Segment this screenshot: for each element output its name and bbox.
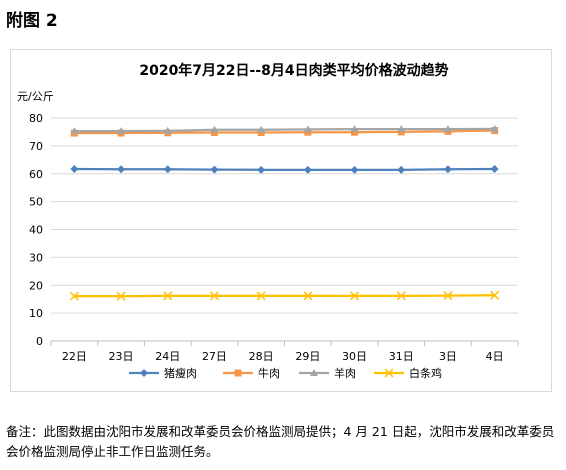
data-point — [117, 165, 126, 174]
data-point — [443, 125, 452, 133]
y-tick-label: 70 — [29, 140, 43, 153]
legend-marker — [310, 369, 318, 376]
y-tick-label: 20 — [29, 279, 43, 292]
x-tick-label: 27日 — [202, 350, 227, 363]
legend-marker — [234, 369, 242, 377]
x-tick-label: 22日 — [62, 350, 87, 363]
data-point — [70, 127, 79, 135]
x-tick-label: 31日 — [389, 350, 414, 363]
x-tick-label: 24日 — [155, 350, 180, 363]
data-point — [351, 128, 359, 136]
data-point — [350, 125, 359, 133]
legend-marker — [140, 369, 148, 377]
legend-label: 白条鸡 — [409, 366, 442, 380]
footnote: 备注：此图数据由沈阳市发展和改革委员会价格监测局提供；4 月 21 日起，沈阳市… — [6, 424, 555, 459]
chart-frame: 2020年7月22日--8月4日肉类平均价格波动趋势元/公斤 0 10 20 30 40 5… — [10, 49, 552, 392]
data-point — [303, 291, 313, 301]
data-point — [209, 291, 219, 301]
x-tick-label: 30日 — [342, 350, 367, 363]
x-tick-label: 3日 — [439, 350, 457, 363]
data-point — [350, 291, 360, 301]
data-point — [257, 165, 266, 174]
x-tick-label: 29日 — [295, 350, 320, 363]
data-point — [117, 127, 126, 135]
data-point — [257, 125, 266, 133]
data-point — [70, 165, 79, 174]
data-point — [350, 165, 359, 174]
y-tick-label: 80 — [29, 112, 43, 125]
legend-label: 猪瘦肉 — [164, 366, 197, 380]
y-tick-label: 50 — [29, 196, 43, 209]
x-tick-label: 4日 — [486, 350, 504, 363]
figure-label: 附图 2 — [6, 11, 58, 31]
y-tick-label: 10 — [29, 307, 43, 320]
series-line-3 — [74, 294, 495, 298]
legend-label: 羊肉 — [334, 366, 356, 380]
data-point — [490, 124, 499, 132]
data-point — [490, 290, 500, 300]
y-tick-label: 30 — [29, 251, 43, 264]
y-tick-label: 0 — [36, 335, 43, 348]
data-point — [490, 165, 499, 174]
data-point — [163, 165, 172, 174]
y-tick-label: 60 — [29, 168, 43, 181]
y-tick-label: 40 — [29, 224, 43, 237]
data-point — [163, 291, 173, 301]
series-line-2 — [74, 127, 495, 133]
legend-label: 牛肉 — [258, 366, 280, 380]
data-point — [210, 165, 219, 174]
legend-marker — [384, 368, 394, 378]
data-point — [396, 291, 406, 301]
data-point — [397, 125, 406, 133]
data-point — [163, 126, 172, 134]
data-point — [303, 125, 312, 133]
data-point — [256, 291, 266, 301]
data-point — [443, 165, 452, 174]
data-point — [116, 291, 126, 301]
data-point — [69, 291, 79, 301]
series-line-0 — [74, 167, 495, 171]
x-tick-label: 28日 — [249, 350, 274, 363]
chart-title: 2020年7月22日--8月4日肉类平均价格波动趋势 — [139, 62, 448, 79]
y-axis-label: 元/公斤 — [17, 90, 54, 103]
data-point — [210, 125, 219, 133]
data-point — [397, 165, 406, 174]
x-tick-label: 23日 — [109, 350, 134, 363]
data-point — [303, 165, 312, 174]
data-point — [443, 291, 453, 301]
series-line-1 — [74, 129, 495, 135]
